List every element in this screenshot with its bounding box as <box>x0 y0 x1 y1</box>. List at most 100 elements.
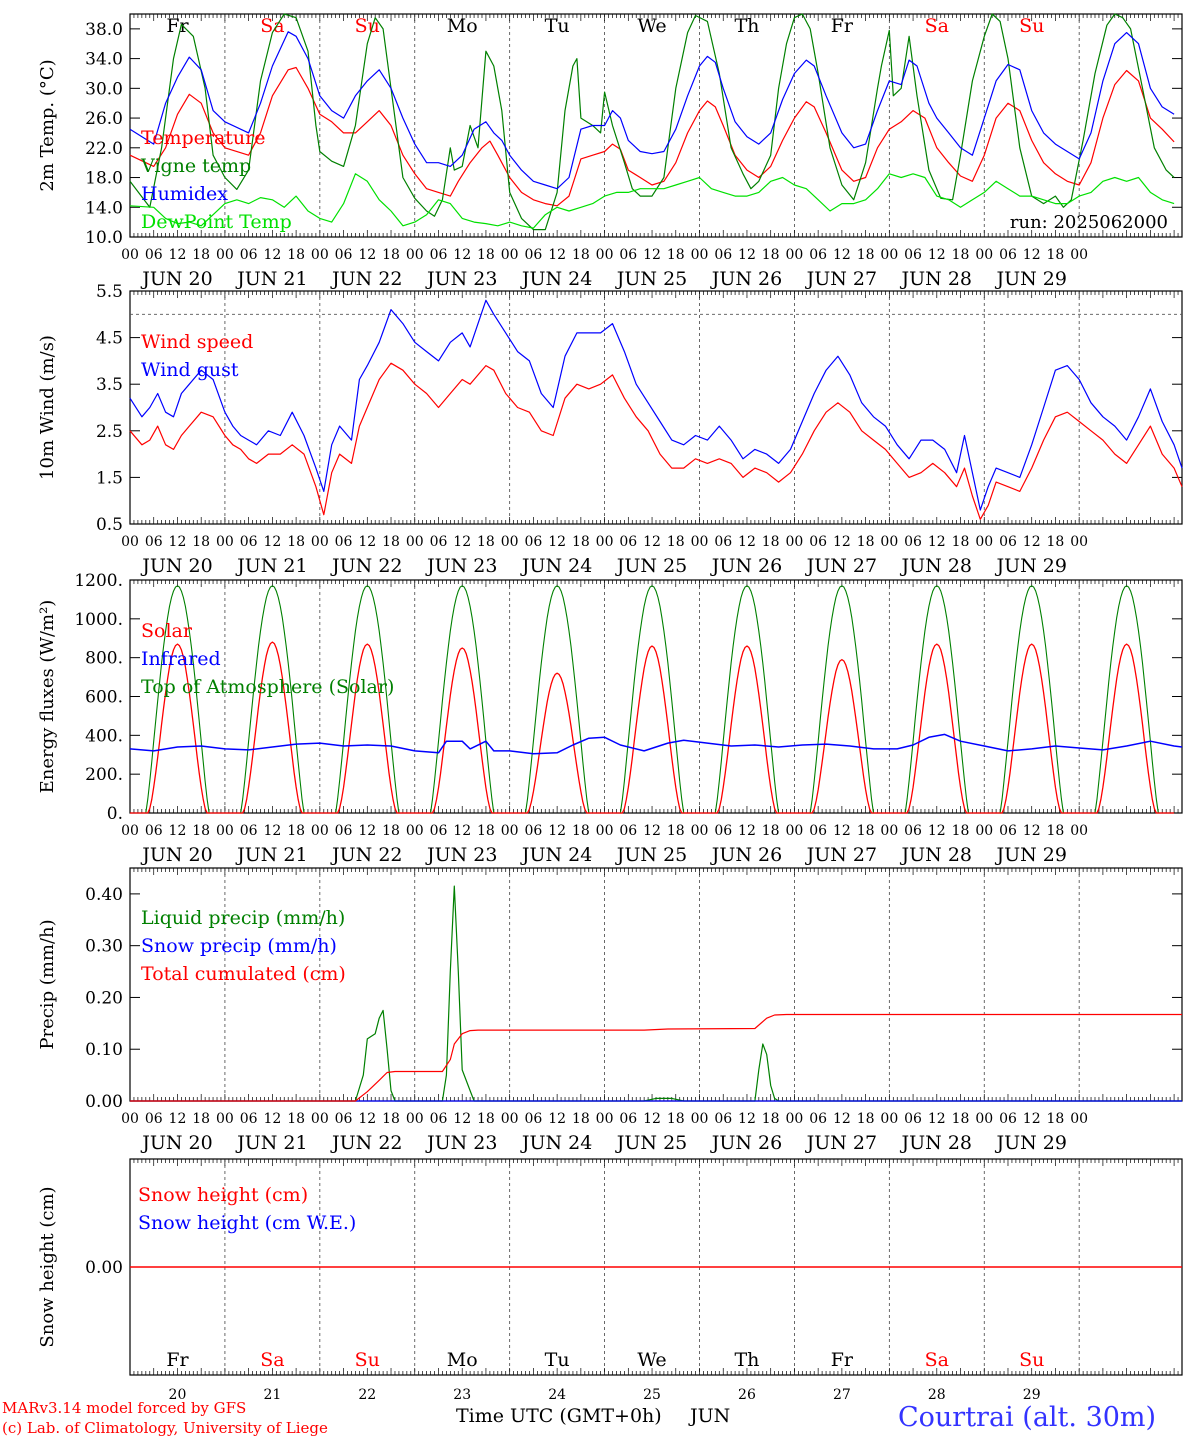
y-tick-label: 0.40 <box>85 885 123 905</box>
hour-tick-label: 12 <box>643 247 661 263</box>
hour-tick-label: 06 <box>904 823 922 839</box>
date-label: JUN 20 <box>140 1132 212 1154</box>
hour-tick-label: 06 <box>714 247 732 263</box>
date-label: JUN 22 <box>330 268 402 290</box>
date-label: JUN 29 <box>994 844 1066 866</box>
hour-tick-label: 00 <box>216 534 234 550</box>
hour-tick-label: 18 <box>477 823 495 839</box>
hour-tick-label: 00 <box>311 247 329 263</box>
hour-tick-label: 06 <box>619 1111 637 1127</box>
hour-tick-label: 00 <box>216 1111 234 1127</box>
date-label: JUN 21 <box>235 844 307 866</box>
y-tick-label: 400. <box>85 726 123 746</box>
hour-tick-label: 00 <box>121 247 139 263</box>
y-tick-label: 1000. <box>74 610 123 630</box>
date-label: JUN 28 <box>900 1132 972 1154</box>
dewpoint-temp-series <box>129 173 1175 229</box>
hour-tick-label: 00 <box>311 823 329 839</box>
day-number-label: 20 <box>169 1387 187 1403</box>
date-label: JUN 21 <box>235 1132 307 1154</box>
date-label: JUN 28 <box>900 844 972 866</box>
hour-tick-label: 00 <box>501 247 519 263</box>
hour-tick-label: 00 <box>406 247 424 263</box>
hour-tick-label: 00 <box>596 1111 614 1127</box>
hour-tick-label: 06 <box>809 823 827 839</box>
hour-tick-label: 06 <box>145 1111 163 1127</box>
hour-tick-label: 00 <box>691 823 709 839</box>
model-credit: MARv3.14 model forced by GFS <box>2 1399 247 1417</box>
legend-entry: Temperature <box>141 127 265 149</box>
hour-tick-label: 12 <box>1023 1111 1041 1127</box>
hour-tick-label: 18 <box>477 1111 495 1127</box>
hour-tick-label: 00 <box>880 534 898 550</box>
hour-tick-label: 00 <box>880 247 898 263</box>
hour-tick-label: 12 <box>548 534 566 550</box>
toa-solar-series <box>130 585 1175 814</box>
run-label: run: 2025062000 <box>1010 212 1168 233</box>
day-name-label: Tu <box>545 1349 570 1371</box>
hour-tick-label: 18 <box>762 823 780 839</box>
legend-entry: Snow precip (mm/h) <box>141 935 337 957</box>
hour-tick-label: 18 <box>287 534 305 550</box>
hour-tick-label: 06 <box>714 1111 732 1127</box>
hour-tick-label: 18 <box>382 1111 400 1127</box>
y-tick-label: 34.0 <box>85 50 123 70</box>
legend-entry: Humidex <box>141 183 228 205</box>
hour-tick-label: 12 <box>169 1111 187 1127</box>
y-tick-label: 14.0 <box>85 198 123 218</box>
vigne-temp-series <box>129 13 1175 231</box>
legend-entry: Total cumulated (cm) <box>141 963 346 985</box>
hour-tick-label: 18 <box>762 247 780 263</box>
hour-tick-label: 06 <box>999 1111 1017 1127</box>
hour-tick-label: 18 <box>1047 534 1065 550</box>
date-label: JUN 26 <box>710 555 782 577</box>
day-name-label: Tu <box>545 15 570 37</box>
date-label: JUN 20 <box>140 844 212 866</box>
hour-tick-label: 06 <box>335 823 353 839</box>
hour-tick-label: 18 <box>192 247 210 263</box>
humidex-series <box>129 31 1175 190</box>
date-label: JUN 26 <box>710 268 782 290</box>
hour-tick-label: 12 <box>643 823 661 839</box>
day-number-label: 23 <box>453 1387 471 1403</box>
solar-series <box>130 641 1175 814</box>
hour-tick-label: 12 <box>263 247 281 263</box>
day-name-label: Fr <box>166 15 189 37</box>
hour-tick-label: 12 <box>358 247 376 263</box>
y-tick-label: 18.0 <box>85 169 123 189</box>
hour-tick-label: 00 <box>691 534 709 550</box>
date-label: JUN 29 <box>994 1132 1066 1154</box>
hour-tick-label: 18 <box>1047 1111 1065 1127</box>
y-tick-label: 0.10 <box>85 1040 123 1060</box>
hour-tick-label: 12 <box>643 1111 661 1127</box>
hour-tick-label: 18 <box>857 823 875 839</box>
y-tick-label: 0.5 <box>96 515 123 535</box>
hour-tick-label: 06 <box>145 247 163 263</box>
hour-tick-label: 06 <box>145 534 163 550</box>
hour-tick-label: 00 <box>691 1111 709 1127</box>
date-label: JUN 29 <box>994 555 1066 577</box>
y-tick-label: 4.5 <box>96 329 123 349</box>
hour-tick-label: 06 <box>430 823 448 839</box>
hour-tick-label: 18 <box>952 823 970 839</box>
hour-tick-label: 06 <box>524 534 542 550</box>
legend-entry: DewPoint Temp <box>141 211 292 233</box>
hour-tick-label: 06 <box>430 534 448 550</box>
total-cumulated-cm-series <box>130 1013 1182 1102</box>
y-axis-label: Energy fluxes (W/m²) <box>37 600 58 794</box>
hour-tick-label: 12 <box>548 1111 566 1127</box>
hour-tick-label: 12 <box>169 247 187 263</box>
date-label: JUN 22 <box>330 1132 402 1154</box>
month-label: JUN <box>690 1405 731 1427</box>
hour-tick-label: 12 <box>738 247 756 263</box>
y-tick-label: 0.00 <box>85 1258 123 1278</box>
day-name-label: Mo <box>447 15 478 37</box>
hour-tick-label: 12 <box>833 823 851 839</box>
y-tick-label: 30.0 <box>85 79 123 99</box>
hour-tick-label: 06 <box>619 247 637 263</box>
day-name-label: Sa <box>260 1349 284 1371</box>
hour-tick-label: 06 <box>335 1111 353 1127</box>
hour-tick-label: 12 <box>263 823 281 839</box>
hour-tick-label: 12 <box>263 534 281 550</box>
date-label: JUN 20 <box>140 555 212 577</box>
